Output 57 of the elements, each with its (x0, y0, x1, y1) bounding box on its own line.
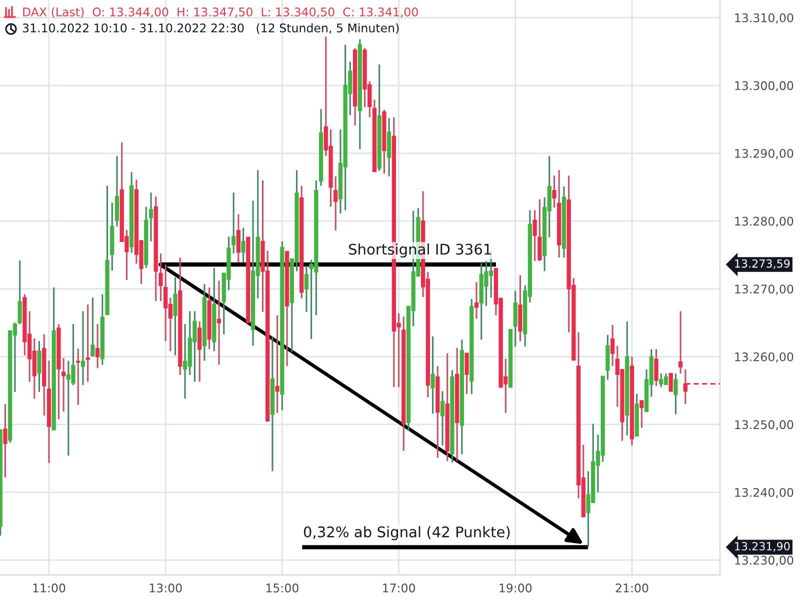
candlestick (80, 310, 86, 386)
annotation: 0,32% ab Signal (42 Punkte) (304, 526, 510, 540)
candlestick (90, 296, 95, 357)
candlestick (37, 340, 42, 393)
x-tick-label: 11:00 (33, 584, 66, 592)
y-tick-label: 13.300,00 (735, 81, 794, 92)
y-tick-label: 13.273,59 (735, 259, 790, 269)
candlestick (76, 348, 80, 406)
candlestick (640, 400, 644, 429)
candlestick (61, 357, 66, 412)
text: DAX (Last) O: 13.344,00 H: 13.347,50 L: 13.340,50 C: 13.341,00 (23, 7, 418, 18)
candlestick (241, 227, 246, 264)
y-tick-label: 13.230,00 (735, 556, 794, 566)
candlestick (236, 213, 241, 264)
candlestick (464, 352, 469, 395)
candlestick (674, 372, 678, 416)
candlestick (440, 390, 445, 446)
x-tick-label: 21:00 (616, 584, 648, 592)
candlestick (216, 280, 222, 366)
candlestick (668, 373, 673, 392)
candlestick (3, 403, 8, 478)
candlestick (173, 276, 178, 356)
y-tick-label: 13.260,00 (735, 352, 794, 363)
candlestick (304, 265, 309, 313)
y-tick-label: 13.280,00 (735, 216, 794, 227)
x-tick-label: 15:00 (266, 584, 298, 592)
candlestick (678, 310, 683, 374)
x-tick-label: 19:00 (500, 584, 532, 592)
candlestick (610, 324, 615, 367)
x-tick-label: 17:00 (383, 584, 415, 592)
candlestick (158, 252, 163, 302)
candlestick (114, 155, 120, 228)
x-tick-label: 13:00 (150, 584, 182, 592)
candlestick (474, 281, 479, 320)
y-tick-label: 13.270,00 (735, 284, 794, 295)
y-tick-label: 13.250,00 (735, 420, 794, 430)
y-tick-label: 13.310,00 (735, 13, 794, 24)
candlestick (654, 348, 658, 387)
candlestick (552, 174, 556, 208)
candlestick (430, 336, 435, 414)
candlestick (148, 192, 154, 242)
candlestick (538, 198, 542, 262)
text: 31.10.2022 10:10 - 31.10.2022 22:30 (12 Stunden, 5 Minuten) (22, 23, 399, 34)
candlestick (275, 314, 280, 414)
candlestick (513, 290, 518, 348)
annotation: Shortsignal ID 3361 (348, 243, 491, 258)
y-tick-label: 13.240,00 (735, 488, 794, 498)
candlestick (232, 192, 236, 254)
y-tick-label: 13.290,00 (735, 148, 794, 160)
candlestick (86, 304, 90, 383)
candlestick (683, 368, 688, 405)
candlestick (532, 209, 537, 262)
candlestick (18, 260, 22, 325)
y-tick-label: 13.231,90 (735, 542, 790, 552)
candlestick (334, 176, 338, 232)
candlestick (95, 323, 100, 369)
candlestick (198, 320, 202, 383)
